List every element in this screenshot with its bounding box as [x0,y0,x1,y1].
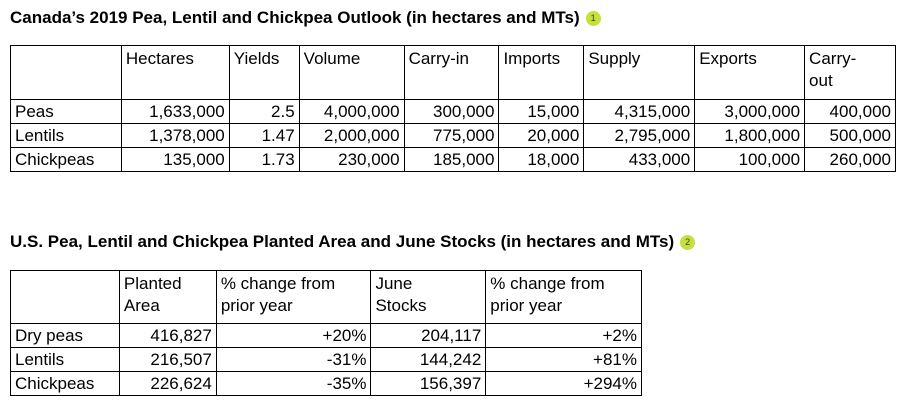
table-row: Chickpeas 135,000 1.73 230,000 185,000 1… [10,147,896,172]
us-planted-area-title-text: U.S. Pea, Lentil and Chickpea Planted Ar… [10,232,675,251]
table-cell: 216,507 [118,347,217,372]
header-cell-pct-change-stocks: % change from prior year [485,270,642,324]
header-cell-volume: Volume [298,45,405,100]
table-cell: 400,000 [804,99,896,124]
table-cell: 15,000 [498,99,585,124]
table-cell: 3,000,000 [694,99,806,124]
table-cell: 144,242 [370,347,487,372]
table-cell: 230,000 [298,147,405,172]
canada-outlook-title: Canada’s 2019 Pea, Lentil and Chickpea O… [10,8,601,28]
header-cell-empty [10,270,120,324]
canada-outlook-table: Hectares Yields Volume Carry-in Imports … [10,45,896,172]
row-label: Dry peas [10,323,120,348]
table-cell: 2,795,000 [583,123,696,148]
table-cell: 433,000 [583,147,696,172]
table-cell: 156,397 [370,371,487,396]
table-cell: 775,000 [403,123,500,148]
table-cell: 2.5 [228,99,300,124]
table-cell: 185,000 [403,147,500,172]
header-cell-empty [10,45,122,100]
table-cell: +294% [485,371,642,396]
table-cell: +20% [215,323,372,348]
table-cell: 226,624 [118,371,217,396]
header-cell-carry-in: Carry-in [403,45,500,100]
table-cell: +81% [485,347,642,372]
header-cell-exports: Exports [694,45,806,100]
row-label: Peas [10,99,122,124]
table-header-row: Planted Area % change from prior year Ju… [10,270,642,324]
row-label: Lentils [10,123,122,148]
table-cell: 1.73 [228,147,300,172]
header-cell-june-stocks: June Stocks [370,270,487,324]
table-cell: 1,378,000 [120,123,230,148]
table-cell: 20,000 [498,123,585,148]
table-row: Peas 1,633,000 2.5 4,000,000 300,000 15,… [10,99,896,124]
table-cell: +2% [485,323,642,348]
table-cell: 2,000,000 [298,123,405,148]
us-planted-area-table: Planted Area % change from prior year Ju… [10,270,642,396]
table-cell: 416,827 [118,323,217,348]
table-cell: 4,000,000 [298,99,405,124]
header-cell-planted-area: Planted Area [118,270,217,324]
table-cell: 1,800,000 [694,123,806,148]
table-cell: 100,000 [694,147,806,172]
header-cell-hectares: Hectares [120,45,230,100]
table-cell: 260,000 [804,147,896,172]
table-cell: 4,315,000 [583,99,696,124]
header-cell-yields: Yields [228,45,300,100]
header-cell-supply: Supply [583,45,696,100]
header-cell-carry-out: Carry- out [804,45,896,100]
us-planted-area-title: U.S. Pea, Lentil and Chickpea Planted Ar… [10,232,696,252]
table-row: Dry peas 416,827 +20% 204,117 +2% [10,323,642,348]
row-label: Chickpeas [10,371,120,396]
table-cell: 300,000 [403,99,500,124]
table-cell: 18,000 [498,147,585,172]
table-cell: 500,000 [804,123,896,148]
footnote-badge-2: 2 [680,234,696,250]
header-cell-imports: Imports [498,45,585,100]
table-cell: 1,633,000 [120,99,230,124]
table-row: Lentils 1,378,000 1.47 2,000,000 775,000… [10,123,896,148]
footnote-badge-1: 1 [585,10,601,26]
table-row: Chickpeas 226,624 -35% 156,397 +294% [10,371,642,396]
table-cell: 204,117 [370,323,487,348]
row-label: Lentils [10,347,120,372]
table-row: Lentils 216,507 -31% 144,242 +81% [10,347,642,372]
table-header-row: Hectares Yields Volume Carry-in Imports … [10,45,896,100]
table-cell: 135,000 [120,147,230,172]
table-cell: -35% [215,371,372,396]
header-cell-pct-change-area: % change from prior year [215,270,372,324]
row-label: Chickpeas [10,147,122,172]
table-cell: -31% [215,347,372,372]
table-cell: 1.47 [228,123,300,148]
canada-outlook-title-text: Canada’s 2019 Pea, Lentil and Chickpea O… [10,8,580,27]
